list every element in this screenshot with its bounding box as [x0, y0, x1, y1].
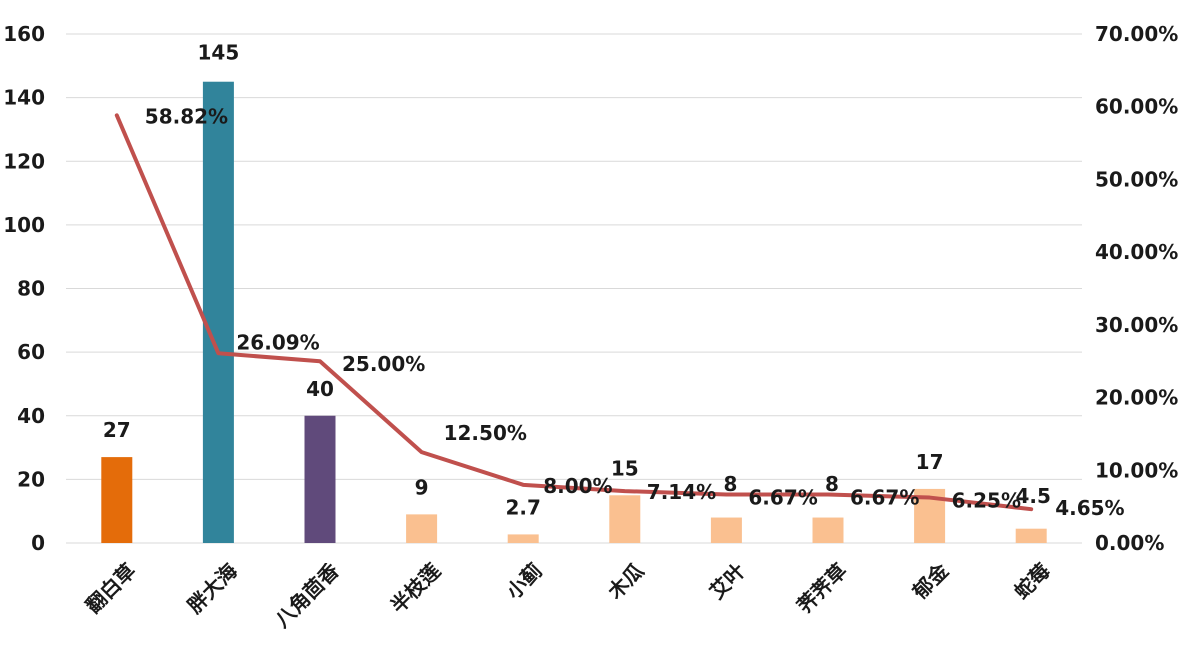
line-value-label: 6.67% [850, 485, 919, 509]
line-value-label: 4.65% [1055, 496, 1124, 520]
bar-value-label: 8 [825, 472, 839, 496]
line-data-labels: 58.82% 26.09% 25.00% 12.50% 8.00% 7.14% 6.67% 6… [145, 104, 1125, 520]
bar [507, 534, 539, 543]
left-tick-label: 100 [3, 213, 45, 237]
left-y-axis: 0 20 40 60 80 100 120 140 160 [3, 22, 45, 555]
bar [101, 457, 133, 543]
category-label: 蛇莓 [1009, 559, 1054, 604]
line-value-label: 12.50% [444, 421, 527, 445]
category-label: 胖大海 [182, 559, 242, 619]
bar [406, 514, 438, 543]
bar [304, 415, 336, 543]
line-value-label: 7.14% [647, 480, 716, 504]
line-value-label: 58.82% [145, 104, 228, 128]
bar-value-label: 15 [611, 456, 639, 480]
category-label: 荠荠草 [792, 559, 851, 618]
left-tick-label: 40 [17, 404, 45, 428]
category-label: 木瓜 [602, 559, 648, 605]
right-tick-label: 10.00% [1095, 458, 1178, 482]
bar [812, 517, 844, 543]
category-axis: 翻白草 胖大海 八角茴香 半枝莲 小蓟 木瓜 艾叶 荠荠草 郁金 蛇莓 [81, 558, 1055, 632]
left-tick-label: 80 [17, 277, 45, 301]
category-label: 半枝莲 [386, 559, 445, 618]
right-tick-label: 40.00% [1095, 240, 1178, 264]
left-tick-label: 140 [3, 86, 45, 110]
bar-value-label: 8 [723, 472, 737, 496]
bar-value-label: 9 [415, 475, 429, 499]
category-label: 郁金 [907, 558, 954, 605]
bar-value-label: 145 [198, 41, 240, 65]
bar-value-label: 40 [306, 377, 334, 401]
bar [1015, 528, 1047, 543]
line-value-label: 26.09% [236, 330, 319, 354]
bar-value-label: 4.5 [1015, 484, 1050, 508]
bar-value-label: 27 [103, 418, 131, 442]
line-value-label: 6.67% [748, 485, 817, 509]
line-value-label: 25.00% [342, 352, 425, 376]
left-tick-label: 120 [3, 149, 45, 173]
bar-value-label: 17 [916, 450, 944, 474]
category-label: 八角茴香 [270, 558, 344, 632]
category-label: 小蓟 [501, 559, 546, 604]
percentage-line [114, 113, 1034, 512]
left-tick-label: 0 [31, 531, 45, 555]
category-label: 艾叶 [705, 559, 750, 604]
right-tick-label: 70.00% [1095, 22, 1178, 46]
left-tick-label: 160 [3, 22, 45, 46]
line-value-label: 8.00% [543, 474, 612, 498]
bar [202, 81, 234, 543]
right-tick-label: 60.00% [1095, 95, 1178, 119]
left-tick-label: 60 [17, 340, 45, 364]
category-label: 翻白草 [81, 559, 140, 618]
left-tick-label: 20 [17, 467, 45, 491]
bar-series [101, 81, 1047, 543]
gridlines [66, 33, 1082, 544]
bar [609, 495, 641, 543]
line-value-label: 6.25% [952, 489, 1021, 513]
bar [710, 517, 742, 543]
right-y-axis: 0.00% 10.00% 20.00% 30.00% 40.00% 50.00% 60.00… [1095, 22, 1178, 555]
right-tick-label: 0.00% [1095, 531, 1164, 555]
right-tick-label: 20.00% [1095, 386, 1178, 410]
right-tick-label: 50.00% [1095, 167, 1178, 191]
right-tick-label: 30.00% [1095, 313, 1178, 337]
bar-data-labels: 27 145 40 9 2.7 15 8 8 17 4.5 [103, 41, 1051, 520]
line-series [114, 113, 1034, 512]
bar-value-label: 2.7 [505, 495, 540, 519]
